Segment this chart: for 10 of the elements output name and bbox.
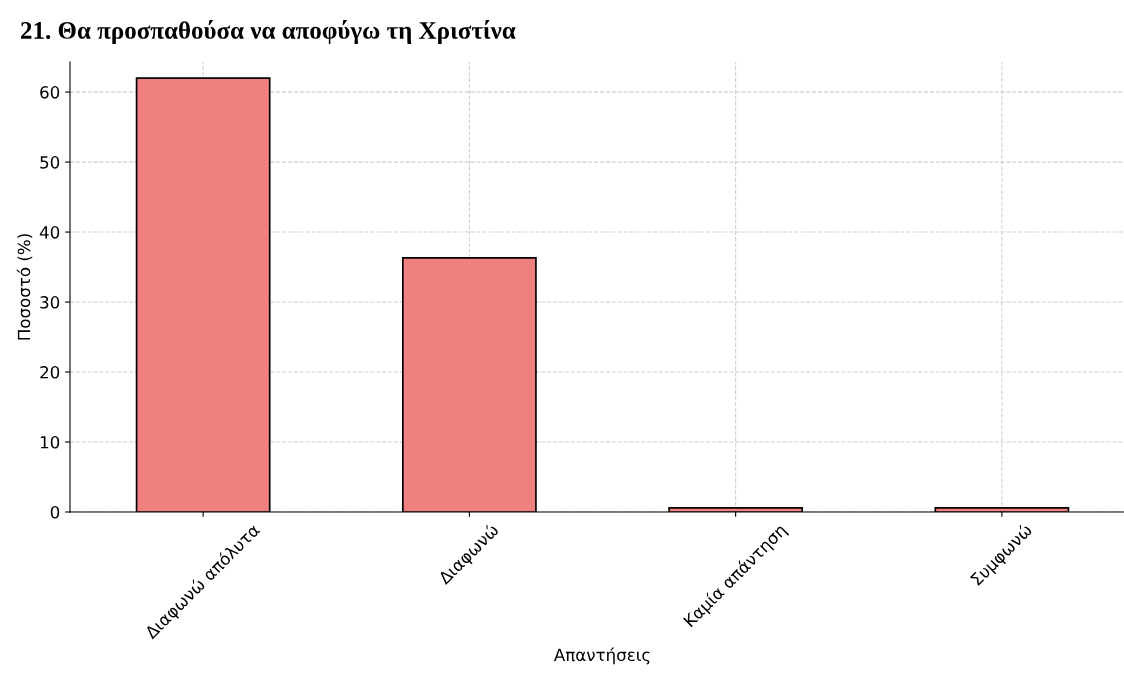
- y-tick-label: 60: [40, 86, 60, 99]
- y-axis-title: Ποσοστό (%): [16, 234, 33, 340]
- y-tick-label: 50: [40, 156, 60, 169]
- y-tick-label: 0: [50, 505, 60, 519]
- y-tick-label: 40: [39, 226, 60, 239]
- y-tick-label: 10: [40, 435, 60, 449]
- y-tick-label: 20: [40, 365, 60, 379]
- y-tick-label: 30: [40, 296, 60, 309]
- x-axis-title: Απαντήσεις: [553, 647, 650, 665]
- chart-title: 21. Θα προσπαθούσα να αποφύγω τη Χριστίνα: [21, 20, 516, 44]
